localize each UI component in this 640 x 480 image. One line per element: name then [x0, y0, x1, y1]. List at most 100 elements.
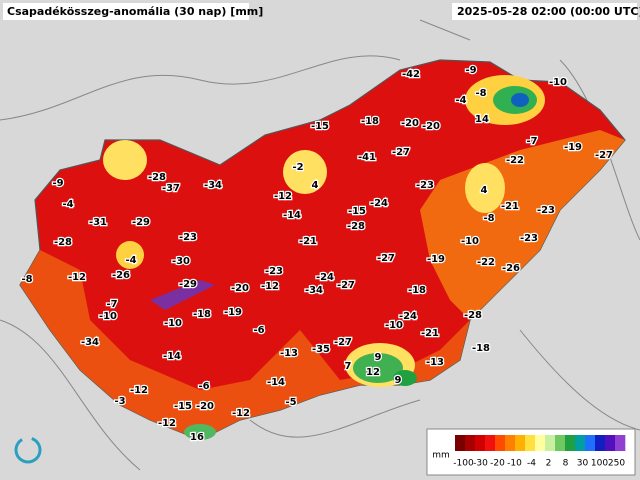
station-value: -28 — [347, 221, 365, 232]
legend-swatch — [455, 435, 466, 451]
station-value: -14 — [267, 377, 285, 388]
legend-label: -10 — [507, 459, 522, 469]
station-value: -20 — [196, 401, 214, 412]
station-value: -8 — [483, 213, 494, 224]
station-value: 9 — [395, 375, 402, 386]
station-value: -12 — [158, 418, 176, 429]
station-value: -28 — [54, 237, 72, 248]
station-value: -12 — [68, 272, 86, 283]
station-value: -23 — [179, 232, 197, 243]
legend-swatch — [505, 435, 516, 451]
region-yellow — [283, 150, 327, 194]
station-value: -10 — [385, 320, 403, 331]
station-value: -24 — [316, 272, 334, 283]
station-value: -7 — [526, 136, 537, 147]
station-value: -9 — [465, 65, 476, 76]
legend-unit: mm — [432, 451, 450, 461]
station-value: -21 — [299, 236, 317, 247]
legend-swatch — [575, 435, 586, 451]
station-value: -4 — [62, 199, 73, 210]
station-value: -3 — [114, 396, 125, 407]
station-value: -24 — [399, 311, 417, 322]
legend-label: 8 — [563, 459, 569, 469]
station-value: -4 — [125, 255, 136, 266]
station-value: -14 — [283, 210, 301, 221]
station-value: -26 — [502, 263, 520, 274]
station-value: 4 — [312, 180, 319, 191]
station-value: -10 — [461, 236, 479, 247]
region-blue — [511, 93, 529, 107]
legend-swatch — [465, 435, 476, 451]
legend-swatch — [475, 435, 486, 451]
station-value: -26 — [112, 270, 130, 281]
lake — [150, 280, 215, 310]
station-value: 7 — [345, 361, 352, 372]
station-value: -21 — [421, 328, 439, 339]
station-value: -27 — [337, 280, 355, 291]
station-value: -27 — [392, 147, 410, 158]
station-value: -8 — [21, 274, 32, 285]
legend-swatch — [595, 435, 606, 451]
station-value: -18 — [361, 116, 379, 127]
legend-label: 100 — [591, 459, 608, 469]
legend-swatch — [515, 435, 526, 451]
station-value: -31 — [89, 217, 107, 228]
station-value: -10 — [549, 77, 567, 88]
legend-label: -30 — [473, 459, 488, 469]
legend-swatch — [585, 435, 596, 451]
station-value: -15 — [174, 401, 192, 412]
station-value: -34 — [305, 285, 323, 296]
station-value: -9 — [52, 178, 63, 189]
legend-label: 250 — [608, 459, 625, 469]
station-value: -6 — [198, 381, 209, 392]
legend-swatch — [565, 435, 576, 451]
legend-swatch — [485, 435, 496, 451]
station-value: -15 — [311, 121, 329, 132]
station-value: -29 — [132, 217, 150, 228]
station-value: -23 — [416, 180, 434, 191]
logo — [14, 436, 42, 464]
legend-swatch — [525, 435, 536, 451]
station-value: -42 — [402, 69, 420, 80]
station-value: -20 — [422, 121, 440, 132]
station-value: -10 — [164, 318, 182, 329]
station-value: -24 — [370, 198, 388, 209]
station-value: -19 — [224, 307, 242, 318]
legend-label: 2 — [546, 459, 552, 469]
station-value: -10 — [99, 311, 117, 322]
station-value: 9 — [375, 352, 382, 363]
region-green — [353, 353, 403, 383]
station-value: -37 — [162, 183, 180, 194]
station-value: -5 — [285, 397, 296, 408]
station-value: -20 — [401, 118, 419, 129]
station-value: 16 — [190, 432, 204, 443]
legend-label: 30 — [577, 459, 589, 469]
station-value: -21 — [501, 201, 519, 212]
station-value: -23 — [520, 233, 538, 244]
station-value: -18 — [408, 285, 426, 296]
legend: -100 -30 -20 -10 -4 2 8 30 100 250 — [453, 435, 625, 469]
station-value: -7 — [106, 299, 117, 310]
station-value: -34 — [81, 337, 99, 348]
station-value: -30 — [172, 256, 190, 267]
station-labels: -42 -9-10-4-814-7-19-27-18 -20 -20-15-41 -27… — [20, 64, 614, 445]
station-value: -27 — [334, 337, 352, 348]
region-yellow — [465, 163, 505, 213]
station-value: -19 — [427, 254, 445, 265]
station-value: -22 — [506, 155, 524, 166]
legend-label: -20 — [490, 459, 505, 469]
station-value: -12 — [261, 281, 279, 292]
station-value: -15 — [348, 206, 366, 217]
station-value: -2 — [292, 162, 303, 173]
station-value: -12 — [232, 408, 250, 419]
timestamp-box — [452, 3, 637, 20]
station-value: -13 — [426, 357, 444, 368]
station-value: -34 — [204, 180, 222, 191]
station-value: -4 — [455, 95, 466, 106]
legend-label: -100 — [453, 459, 474, 469]
legend-swatch — [535, 435, 546, 451]
station-value: -18 — [472, 343, 490, 354]
station-value: -41 — [358, 152, 376, 163]
station-value: -14 — [163, 351, 181, 362]
